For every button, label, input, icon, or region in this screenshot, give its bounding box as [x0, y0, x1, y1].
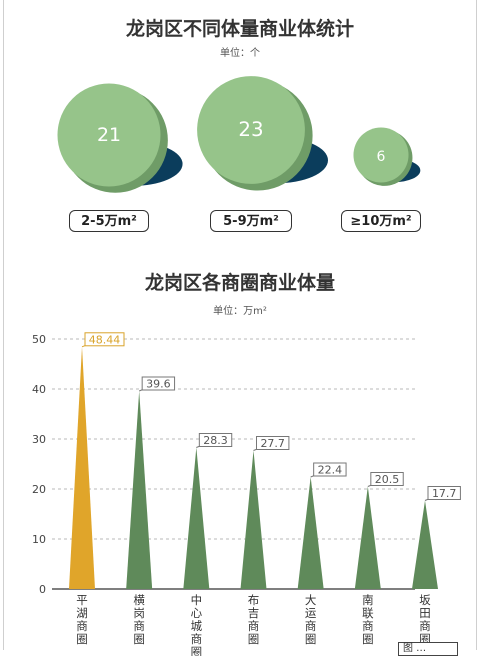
value-label: 48.44: [89, 333, 121, 346]
x-category-label-char: 南: [362, 593, 374, 607]
cone-bar: [241, 451, 267, 590]
y-tick-label: 10: [32, 533, 46, 546]
x-category-label-char: 横: [133, 593, 145, 607]
x-category-label-char: 心: [191, 606, 203, 620]
y-tick-label: 0: [39, 583, 46, 596]
cone-bar: [183, 448, 209, 590]
y-tick-label: 50: [32, 333, 46, 346]
x-category-label-char: 商: [305, 619, 317, 633]
y-tick-label: 40: [32, 383, 46, 396]
x-category-label-char: 运: [305, 606, 317, 620]
value-label: 17.7: [432, 487, 457, 500]
value-label: 20.5: [375, 473, 400, 486]
x-category-label-char: 圈: [191, 645, 203, 656]
x-category-label-char: 圈: [133, 632, 145, 646]
x-category-label-char: 坂: [419, 593, 431, 607]
value-label: 39.6: [146, 378, 171, 391]
x-category-label-char: 田: [419, 606, 431, 620]
cone-bar: [298, 477, 324, 589]
cone-bar: [355, 487, 381, 590]
value-label: 28.3: [203, 434, 228, 447]
x-category-label-char: 城: [191, 619, 203, 633]
x-category-label-char: 商: [191, 632, 203, 646]
x-category-label-char: 平: [76, 593, 88, 607]
x-category-label-char: 吉: [248, 606, 260, 620]
x-category-label-char: 圈: [305, 632, 317, 646]
x-category-label-char: 湖: [76, 606, 88, 620]
value-label: 27.7: [260, 437, 285, 450]
x-category-label-char: 圈: [76, 632, 88, 646]
cone-bar: [126, 391, 152, 589]
footer-tag: 图 …: [398, 642, 458, 656]
x-category-label-char: 商: [76, 619, 88, 633]
x-category-label-char: 商: [133, 619, 145, 633]
x-category-label-char: 圈: [248, 632, 260, 646]
x-category-label-char: 中: [191, 593, 203, 607]
x-category-label-char: 商: [362, 619, 374, 633]
cone-bar: [412, 501, 438, 590]
x-category-label-char: 商: [419, 619, 431, 633]
x-category-label-char: 布: [248, 593, 260, 607]
cone-bar: [69, 347, 95, 589]
y-tick-label: 20: [32, 483, 46, 496]
x-category-label-char: 联: [362, 606, 374, 620]
value-label: 22.4: [318, 464, 343, 477]
x-category-label-char: 岗: [133, 606, 145, 620]
x-category-label-char: 圈: [362, 632, 374, 646]
y-tick-label: 30: [32, 433, 46, 446]
x-category-label-char: 大: [305, 593, 317, 607]
x-category-label-char: 商: [248, 619, 260, 633]
